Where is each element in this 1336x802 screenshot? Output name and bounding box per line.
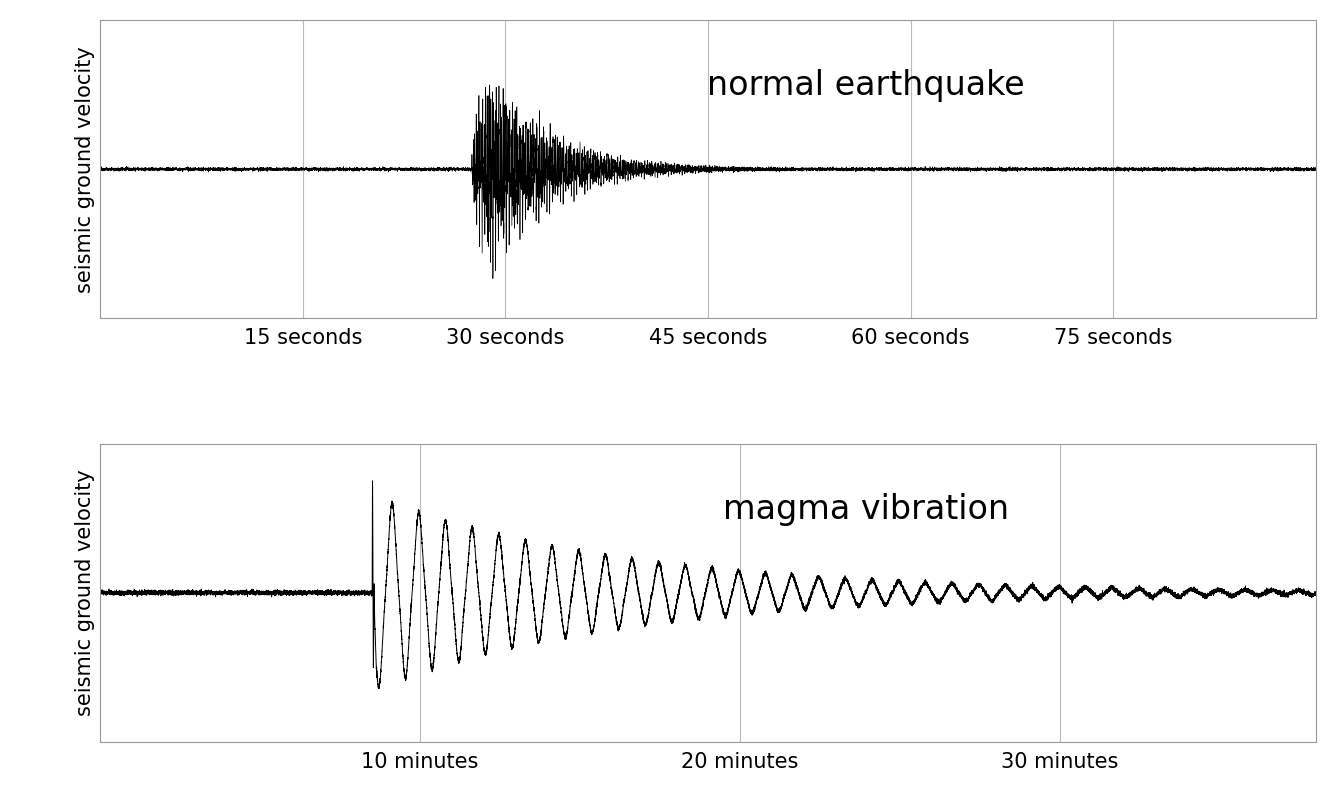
Text: normal earthquake: normal earthquake [707, 69, 1025, 102]
Y-axis label: seismic ground velocity: seismic ground velocity [75, 46, 95, 293]
Text: magma vibration: magma vibration [723, 492, 1009, 525]
Y-axis label: seismic ground velocity: seismic ground velocity [75, 469, 95, 716]
